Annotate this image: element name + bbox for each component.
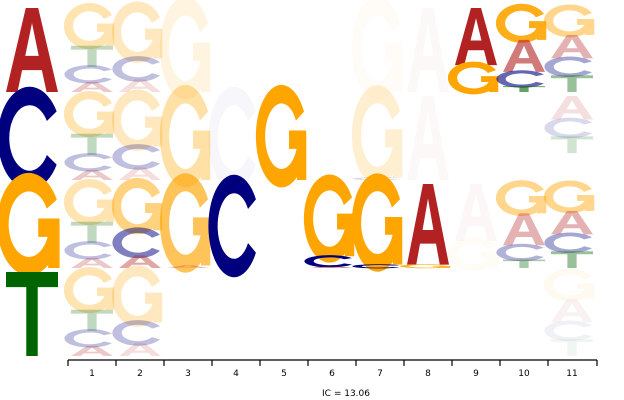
- glyph-c: [544, 117, 592, 139]
- glyph-a: [503, 39, 545, 72]
- glyph-c: [112, 320, 160, 346]
- x-tick-label: 10: [518, 369, 530, 379]
- glyph-c: [544, 232, 592, 254]
- glyph-a: [407, 184, 449, 265]
- glyph-a: [167, 265, 209, 268]
- glyph-t: [71, 221, 113, 243]
- glyph-t: [6, 272, 58, 356]
- glyph-a: [71, 345, 113, 356]
- glyph-a: [407, 96, 449, 180]
- glyph-c: [496, 70, 544, 88]
- glyph-g: [543, 4, 595, 38]
- glyph-c: [304, 255, 352, 268]
- glyph-g: [495, 3, 547, 43]
- glyph-g: [543, 180, 595, 214]
- glyph-c: [352, 264, 400, 269]
- x-tick-label: 9: [473, 369, 479, 379]
- glyph-t: [551, 251, 593, 268]
- glyph-t: [551, 75, 593, 92]
- glyph-t: [503, 86, 545, 92]
- glyph-c: [112, 56, 160, 82]
- x-tick-label: 3: [185, 369, 191, 379]
- glyph-a: [71, 81, 113, 92]
- glyph-g: [63, 91, 115, 138]
- glyph-a: [311, 266, 353, 268]
- logo-glyphs: [0, 0, 595, 356]
- x-tick-label: 8: [425, 369, 431, 379]
- glyph-g: [159, 0, 211, 100]
- glyph-g: [447, 61, 499, 95]
- glyph-a: [71, 169, 113, 180]
- glyph-a: [119, 79, 161, 92]
- glyph-g: [111, 177, 163, 235]
- glyph-a: [455, 8, 497, 66]
- glyph-g: [159, 173, 211, 273]
- x-tick-label: 1: [89, 369, 95, 379]
- glyph-g: [357, 6, 398, 92]
- glyph-t: [551, 339, 593, 356]
- x-tick-label: 2: [137, 369, 143, 379]
- glyph-a: [119, 255, 161, 268]
- glyph-c: [64, 241, 112, 260]
- glyph-c: [112, 144, 160, 170]
- glyph-g: [63, 267, 115, 314]
- glyph-c: [544, 56, 592, 78]
- glyph-t: [71, 133, 113, 155]
- glyph-a: [551, 34, 593, 59]
- x-tick-label: 4: [233, 369, 239, 379]
- glyph-a: [551, 298, 593, 323]
- glyph-g: [111, 89, 163, 151]
- glyph-g: [303, 174, 355, 263]
- glyph-g: [351, 173, 403, 272]
- x-tick-label: 7: [377, 369, 383, 379]
- glyph-a: [503, 213, 545, 246]
- glyph-g: [111, 1, 163, 63]
- glyph-c: [544, 320, 592, 342]
- glyph-g: [0, 173, 60, 276]
- glyph-c: [112, 227, 160, 259]
- glyph-c: [496, 243, 544, 262]
- glyph-t: [503, 259, 545, 268]
- glyph-g: [255, 84, 307, 188]
- glyph-g: [495, 180, 547, 216]
- glyph-a: [119, 343, 161, 356]
- glyph-c: [64, 65, 112, 84]
- x-tick-label: 11: [566, 369, 577, 379]
- glyph-t: [71, 45, 113, 67]
- glyph-g: [447, 237, 499, 271]
- glyph-c: [213, 96, 252, 180]
- x-axis-ticks: 1 2 3 4 5 6 7 8 9 10 11: [67, 360, 598, 379]
- glyph-c: [208, 174, 256, 278]
- glyph-a: [551, 96, 593, 120]
- glyph-g: [543, 268, 595, 302]
- glyph-a: [119, 167, 161, 180]
- glyph-g: [159, 84, 211, 188]
- glyph-a: [71, 257, 113, 268]
- glyph-c: [0, 86, 57, 190]
- x-axis-label: IC = 13.06: [322, 389, 370, 399]
- glyph-c: [64, 329, 112, 348]
- glyph-t: [551, 136, 593, 154]
- glyph-a: [407, 8, 449, 92]
- glyph-c: [64, 153, 112, 172]
- glyph-g: [111, 265, 163, 327]
- x-tick-label: 6: [329, 369, 335, 379]
- glyph-g: [351, 85, 403, 185]
- glyph-g: [399, 264, 451, 269]
- glyph-t: [71, 309, 113, 331]
- glyph-g: [63, 179, 115, 226]
- glyph-g: [63, 3, 115, 50]
- x-tick-label: 5: [281, 369, 287, 379]
- glyph-a: [551, 210, 593, 235]
- glyph-a: [6, 8, 58, 92]
- glyph-a: [455, 184, 497, 242]
